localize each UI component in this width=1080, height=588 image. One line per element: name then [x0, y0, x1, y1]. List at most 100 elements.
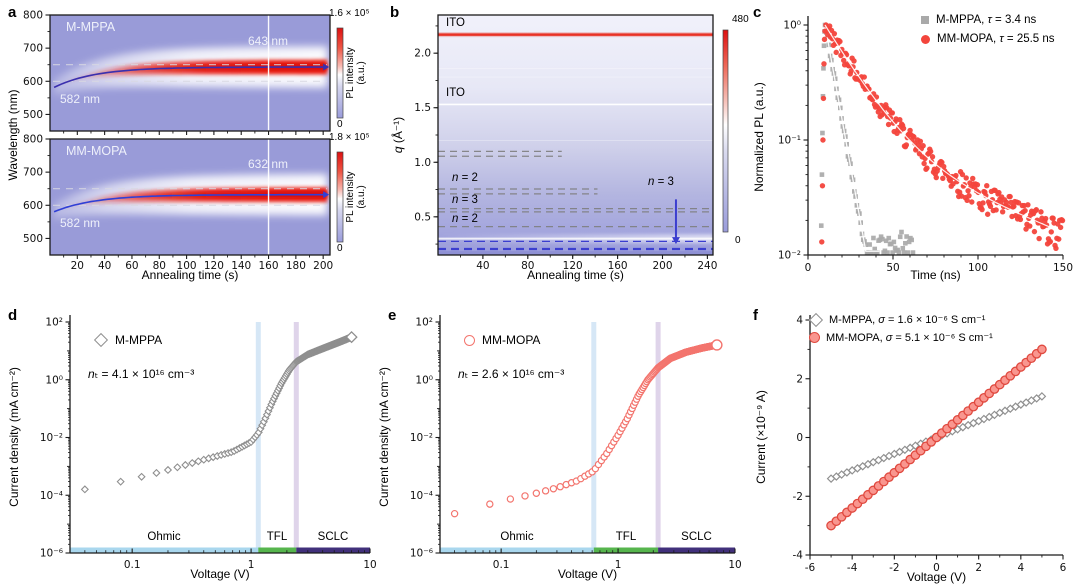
colorbar-min-label: 0 — [735, 235, 741, 246]
nt-value: ₜ = 4.1 × 10¹⁶ cm⁻³ — [94, 367, 195, 381]
svg-text:150: 150 — [1053, 262, 1073, 274]
n-value: = 2 — [458, 213, 478, 225]
svg-text:200: 200 — [652, 260, 672, 272]
iv-series — [826, 344, 1047, 531]
svg-text:40: 40 — [476, 260, 489, 272]
svg-text:10²: 10² — [45, 317, 63, 329]
panel-f: f -4 -2 0 2 4 -6 -4 -2 0 2 4 6 M-MPPA, σ = 1.6 × 10… — [745, 295, 1080, 588]
svg-text:120: 120 — [563, 260, 583, 272]
n-symbol: n — [452, 194, 459, 206]
x-axis-label: Annealing time (s) — [141, 268, 239, 282]
svg-text:800: 800 — [23, 134, 43, 146]
series-name: M-MPPA, — [936, 14, 988, 26]
n3-label: n = 3 — [452, 194, 478, 206]
svg-text:160: 160 — [259, 260, 279, 272]
panel-b-letter: b — [390, 4, 400, 21]
svg-text:1: 1 — [615, 559, 622, 571]
jv-series — [80, 330, 358, 494]
initial-wavelength-label: 582 nm — [60, 92, 101, 106]
panel-d-letter: d — [8, 307, 18, 324]
legend-item-m-mppa: M-MPPA, τ = 3.4 ns — [921, 14, 1055, 26]
svg-text:-4: -4 — [847, 562, 858, 574]
colorbar-title: PL intensity (a.u.) — [345, 47, 367, 98]
colorbar-title-line2: (a.u.) — [356, 61, 367, 85]
svg-text:50: 50 — [886, 262, 899, 274]
svg-text:0.1: 0.1 — [493, 559, 510, 571]
panel-e-letter: e — [388, 307, 397, 324]
pl-decay-series — [818, 22, 1066, 255]
tau-value: = 25.5 ns — [1003, 33, 1055, 45]
region-label-tfl: TFL — [266, 531, 288, 543]
svg-text:10⁻²: 10⁻² — [410, 432, 433, 444]
svg-text:10⁻⁴: 10⁻⁴ — [40, 490, 63, 502]
svg-text:100: 100 — [177, 260, 197, 272]
x-axis-label: Voltage (V) — [190, 567, 250, 581]
svg-text:2: 2 — [796, 373, 803, 385]
colorbar-max-label: 480 — [732, 14, 749, 25]
x-axis-label: Voltage (V) — [906, 570, 967, 584]
sigma-value: = 5.1 × 10⁻⁶ S cm⁻¹ — [892, 332, 993, 344]
colorbar-title-line1: PL intensity — [345, 171, 356, 223]
trap-density-label: nₜ = 4.1 × 10¹⁶ cm⁻³ — [88, 367, 194, 381]
svg-text:10: 10 — [728, 559, 741, 571]
svg-text:80: 80 — [153, 260, 166, 272]
red-circle-marker — [921, 34, 930, 44]
svg-text:-4: -4 — [793, 550, 804, 562]
colorbar-title-line2: (a.u.) — [356, 185, 367, 209]
open-diamond-marker — [93, 332, 109, 348]
svg-text:100: 100 — [968, 262, 988, 274]
ito-label-2: ITO — [446, 87, 465, 99]
panel-c-plot: 10⁰ 10⁻¹ 10⁻² 0 50 100 150 — [778, 16, 1073, 274]
panel-b-plot: 0.5 1.0 1.5 2.0 40 80 120 160 200 240 — [414, 14, 729, 272]
svg-text:180: 180 — [286, 260, 306, 272]
svg-text:-2: -2 — [889, 562, 899, 574]
svg-text:-2: -2 — [793, 491, 803, 503]
svg-text:2: 2 — [975, 562, 982, 574]
svg-text:1.5: 1.5 — [414, 102, 431, 114]
series-name: MM-MOPA, — [826, 332, 886, 344]
svg-text:0: 0 — [933, 562, 940, 574]
legend: M-MPPA, τ = 3.4 ns MM-MOPA, τ = 25.5 ns — [921, 14, 1055, 45]
panel-a-letter: a — [8, 4, 17, 21]
legend-item: MM-MOPA — [464, 333, 540, 347]
peak-wavelength-label: 643 nm — [248, 34, 289, 48]
gray-square-marker — [921, 16, 929, 24]
panel-e-plot: 10² 10⁰ 10⁻² 10⁻⁴ 10⁻⁶ 0.1 1 10 — [410, 315, 742, 571]
svg-text:80: 80 — [521, 260, 534, 272]
svg-text:2.0: 2.0 — [414, 48, 431, 60]
gixrd-heatmap — [437, 14, 714, 256]
panel-c-letter: c — [753, 4, 762, 21]
svg-text:10⁰: 10⁰ — [783, 20, 801, 32]
open-diamond-marker — [808, 312, 824, 327]
open-circle-marker — [464, 334, 475, 346]
sigma-symbol: σ — [878, 314, 885, 326]
svg-text:60: 60 — [125, 260, 138, 272]
n-symbol: n — [648, 176, 655, 188]
q-symbol: q — [391, 146, 405, 154]
y-axis-label: Wavelength (nm) — [6, 89, 20, 181]
svg-text:200: 200 — [313, 260, 333, 272]
ito-label-1: ITO — [446, 17, 465, 29]
svg-text:0.5: 0.5 — [414, 211, 431, 223]
trap-density-label: nₜ = 2.6 × 10¹⁶ cm⁻³ — [458, 367, 564, 381]
legend-item-mm-mopa: MM-MOPA, τ = 25.5 ns — [921, 33, 1055, 45]
svg-text:1.0: 1.0 — [414, 157, 431, 169]
panel-c: c 10⁰ 10⁻¹ 10⁻² 0 50 100 150 M-MPPA, τ = 3.4 n… — [745, 0, 1080, 295]
panel-a-plot: 500 600 700 800 500 600 700 800 20 40 60 80 100 120 14… — [23, 10, 344, 272]
svg-text:10: 10 — [363, 559, 376, 571]
heatmap-MM-MOPA — [49, 138, 331, 256]
svg-text:10²: 10² — [415, 317, 433, 329]
heatmap-M-MPPA — [49, 14, 331, 132]
legend-item: M-MPPA — [93, 332, 163, 348]
series-name: M-MPPA — [115, 333, 163, 347]
tau-symbol: τ — [999, 33, 1004, 45]
colorbar-max-label: 1.6 × 10⁵ — [329, 8, 370, 19]
legend-text: MM-MOPA, τ = 25.5 ns — [937, 33, 1055, 45]
y-axis-label: Current density (mA cm⁻²) — [377, 367, 391, 507]
svg-text:20: 20 — [71, 260, 84, 272]
x-axis-label: Time (ns) — [910, 268, 961, 282]
svg-text:600: 600 — [23, 76, 43, 88]
svg-text:0: 0 — [796, 432, 803, 444]
n-symbol: n — [458, 367, 465, 381]
n-symbol: n — [88, 367, 95, 381]
